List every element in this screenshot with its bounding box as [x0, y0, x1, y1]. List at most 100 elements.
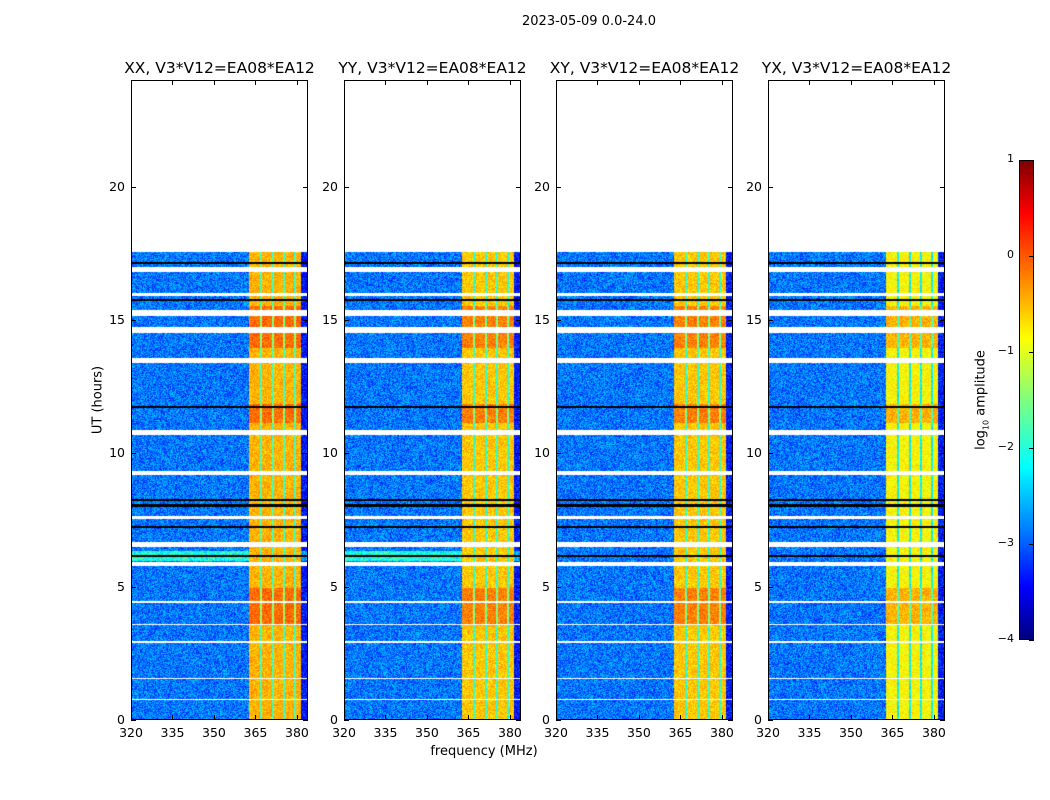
x-tick: [509, 715, 511, 720]
colorbar-tick: [1029, 544, 1034, 545]
x-tick-label: 380: [710, 725, 734, 740]
x-tick: [172, 80, 174, 85]
x-tick: [385, 715, 387, 720]
x-tick: [296, 715, 298, 720]
x-tick-label: 365: [243, 725, 268, 740]
colorbar-tick-label: −1: [997, 344, 1014, 357]
panel-title: XX, V3*V12=EA08*EA12: [124, 59, 315, 77]
colorbar-tick: [1029, 256, 1034, 257]
y-tick-label: 20: [322, 178, 338, 194]
x-tick: [597, 715, 599, 720]
figure-title: 2023-05-09 0.0-24.0: [522, 14, 656, 29]
y-tick-label: 20: [534, 178, 550, 194]
colorbar-tick: [1029, 448, 1034, 449]
x-tick-label: 335: [373, 725, 398, 740]
x-tick: [809, 715, 811, 720]
x-tick: [213, 715, 215, 720]
x-tick: [255, 715, 257, 720]
x-tick: [131, 715, 132, 720]
x-tick: [768, 715, 769, 720]
colorbar-tick-label: 0: [1007, 248, 1014, 261]
x-tick-label: 350: [839, 725, 863, 740]
heatmap-panel: [556, 80, 733, 720]
x-tick-label: 335: [797, 725, 822, 740]
y-tick: [556, 186, 561, 188]
y-tick-label: 10: [109, 445, 125, 461]
heatmap-panel: [131, 80, 308, 720]
y-tick: [768, 586, 773, 588]
x-tick-label: 350: [627, 725, 651, 740]
x-tick-label: 320: [119, 725, 143, 740]
y-tick-label: 5: [330, 578, 338, 594]
y-tick: [516, 186, 521, 188]
colorbar-tick-label: −3: [997, 536, 1014, 549]
x-tick-label: 320: [544, 725, 568, 740]
x-tick-label: 350: [202, 725, 226, 740]
x-tick: [892, 80, 894, 85]
y-tick-label: 15: [322, 312, 338, 327]
x-tick: [809, 80, 811, 85]
y-tick-label: 0: [542, 712, 550, 727]
x-tick-label: 365: [456, 725, 481, 740]
colorbar-tick: [1029, 160, 1034, 161]
y-tick: [728, 186, 733, 188]
x-tick: [638, 80, 640, 85]
x-tick: [768, 80, 769, 85]
x-tick: [721, 80, 723, 85]
y-tick: [728, 453, 733, 455]
y-tick-label: 15: [534, 312, 550, 327]
x-tick: [385, 80, 387, 85]
colorbar-tick-label: −4: [997, 632, 1014, 645]
y-tick-label: 10: [534, 445, 550, 461]
y-tick: [131, 186, 136, 188]
x-tick-label: 365: [880, 725, 905, 740]
x-tick-label: 380: [922, 725, 946, 740]
x-tick: [680, 80, 682, 85]
y-tick-label: 10: [322, 445, 338, 461]
heatmap-image: [132, 81, 307, 719]
y-tick: [516, 720, 521, 721]
x-tick: [468, 80, 470, 85]
colorbar-tick-label: −2: [997, 440, 1014, 453]
y-tick: [516, 453, 521, 455]
y-tick: [728, 720, 733, 721]
y-tick: [516, 320, 521, 321]
x-tick: [556, 80, 557, 85]
panel-title: YY, V3*V12=EA08*EA12: [338, 59, 527, 77]
x-tick-label: 365: [668, 725, 693, 740]
y-tick-label: 20: [746, 178, 762, 194]
y-tick-label: 15: [746, 312, 762, 327]
y-tick: [556, 453, 561, 455]
x-tick: [597, 80, 599, 85]
x-tick: [426, 715, 428, 720]
y-tick: [344, 186, 349, 188]
x-tick: [344, 80, 345, 85]
heatmap-image: [769, 81, 944, 719]
y-tick-label: 20: [109, 178, 125, 194]
y-tick: [303, 320, 308, 321]
x-tick: [468, 715, 470, 720]
x-tick: [721, 715, 723, 720]
x-tick: [850, 80, 852, 85]
x-tick: [172, 715, 174, 720]
y-tick: [131, 720, 136, 721]
y-tick: [940, 586, 945, 588]
x-tick: [556, 715, 557, 720]
colorbar-tick: [1029, 640, 1034, 641]
x-axis-label: frequency (MHz): [430, 744, 538, 759]
x-tick-label: 350: [415, 725, 439, 740]
y-tick-label: 5: [542, 578, 550, 594]
y-tick: [131, 320, 136, 321]
x-tick-label: 320: [332, 725, 356, 740]
heatmap-image: [345, 81, 520, 719]
x-tick: [933, 715, 935, 720]
x-tick: [638, 715, 640, 720]
heatmap-image: [557, 81, 732, 719]
y-tick: [768, 453, 773, 455]
y-tick-label: 10: [746, 445, 762, 461]
panel-title: XY, V3*V12=EA08*EA12: [549, 59, 740, 77]
y-tick: [344, 453, 349, 455]
x-tick: [933, 80, 935, 85]
y-tick: [344, 720, 349, 721]
x-tick-label: 335: [160, 725, 185, 740]
